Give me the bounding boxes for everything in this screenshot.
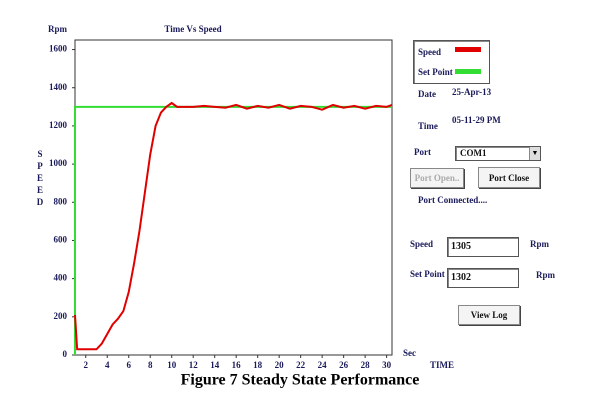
plot-frame <box>74 39 393 356</box>
x-tick-label: 20 <box>275 360 285 370</box>
port-label: Port <box>414 147 431 157</box>
setpoint-field[interactable]: 1302 <box>447 268 519 288</box>
x-tick-label: 2 <box>83 360 88 370</box>
view-log-button[interactable]: View Log <box>458 305 520 325</box>
x-tick-label: 18 <box>253 360 263 370</box>
series-line <box>74 101 393 351</box>
x-tick-label: 28 <box>361 360 371 370</box>
y-tick-label: 400 <box>54 273 68 283</box>
port-open-button[interactable]: Port Open.. <box>410 168 464 188</box>
y-unit: Rpm <box>48 24 68 34</box>
port-close-button[interactable]: Port Close <box>478 167 540 188</box>
setpoint-value: 1302 <box>451 272 471 283</box>
legend-swatch <box>455 69 481 74</box>
caption: Figure 7 Steady State Performance <box>181 372 420 389</box>
y-tick-label: 1600 <box>49 44 68 54</box>
time-label: Time <box>418 121 438 131</box>
y-tick-label: 0 <box>63 349 68 359</box>
y-tick-label: 200 <box>54 311 68 321</box>
setpoint-label: Set Point <box>410 269 445 279</box>
x-tick-label: 30 <box>382 360 392 370</box>
status: Port Connected.... <box>418 195 488 205</box>
time-value: 05-11-29 PM <box>452 115 501 125</box>
setpoint-unit: Rpm <box>536 270 556 280</box>
port-value: COM1 <box>460 148 487 158</box>
y-tick-label: 1000 <box>49 158 68 168</box>
x-tick-label: 8 <box>148 360 153 370</box>
speed-unit: Rpm <box>530 239 550 249</box>
x-tick-label: 24 <box>318 360 328 370</box>
legend-swatch <box>455 47 481 52</box>
y-tick-label: 1400 <box>49 82 68 92</box>
date-label: Date <box>418 89 436 99</box>
x-tick-label: 6 <box>126 360 131 370</box>
y-tick-label: 1200 <box>49 120 68 130</box>
dropdown-arrow: ▼ <box>529 147 540 160</box>
speed-value: 1305 <box>451 241 471 252</box>
port-select[interactable]: COM1 ▼ <box>455 146 541 161</box>
x-tick-label: 22 <box>296 360 306 370</box>
speed-label: Speed <box>410 239 434 249</box>
legend-label: Set Point <box>418 67 453 77</box>
y-tick-label: 800 <box>54 196 68 206</box>
x-tick-label: 12 <box>189 360 199 370</box>
x-unit: Sec <box>403 348 416 358</box>
x-label: TIME <box>430 360 454 370</box>
x-tick-label: 26 <box>339 360 349 370</box>
x-tick-label: 10 <box>167 360 177 370</box>
speed-field[interactable]: 1305 <box>447 237 519 257</box>
date-value: 25-Apr-13 <box>452 87 492 97</box>
x-tick-label: 4 <box>105 360 110 370</box>
x-tick-label: 16 <box>232 360 242 370</box>
x-tick-label: 14 <box>210 360 220 370</box>
y-tick-label: 600 <box>54 235 68 245</box>
chart-title: Time Vs Speed <box>164 24 221 34</box>
legend-label: Speed <box>418 47 442 57</box>
